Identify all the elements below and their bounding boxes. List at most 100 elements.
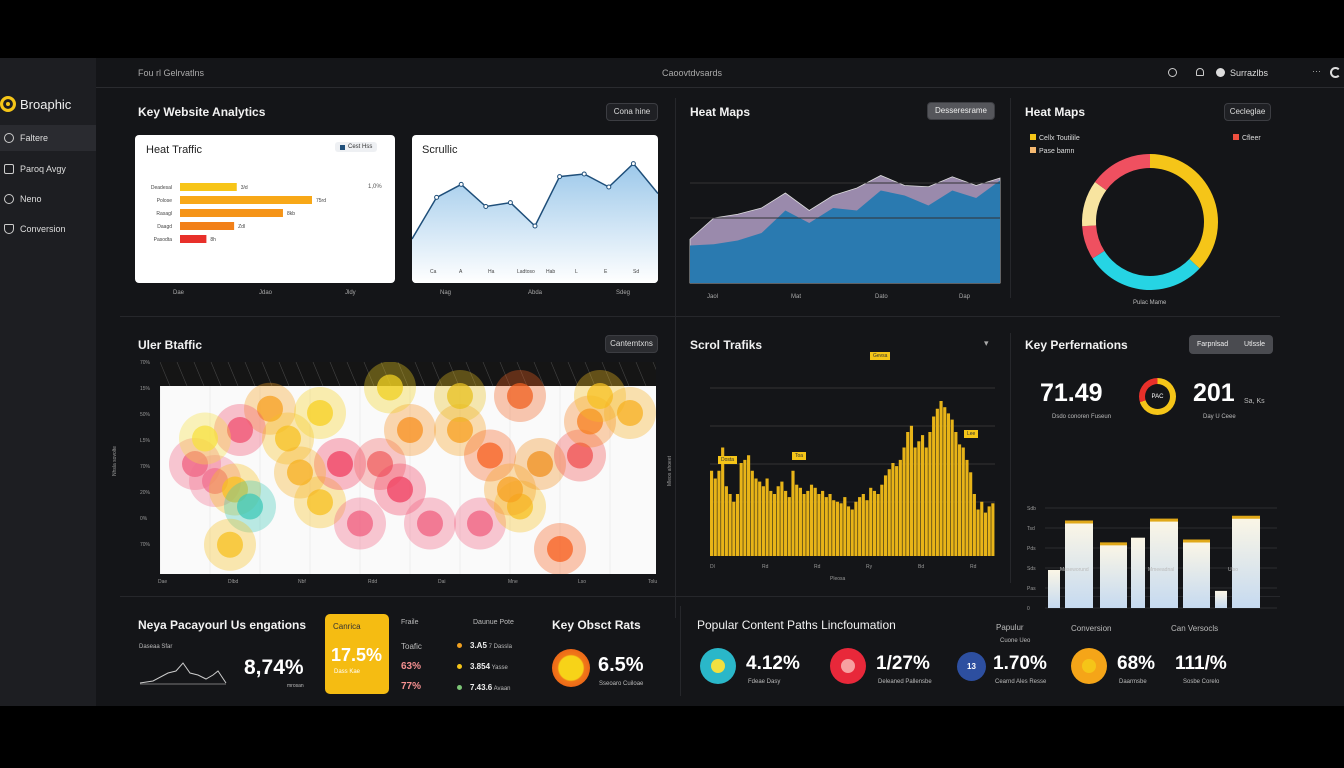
map-hatch: [312, 362, 324, 387]
more-icon[interactable]: ···: [1312, 66, 1321, 76]
breadcrumb: Fou rl Gelrvatlns: [138, 68, 205, 78]
map-hatch: [652, 362, 656, 370]
section-button[interactable]: Cona hine: [606, 103, 658, 121]
map-hatch: [278, 362, 290, 387]
column-cap: [1100, 542, 1127, 546]
metric-value: 71.49: [1040, 379, 1103, 407]
divider: [1010, 98, 1011, 298]
y-tick: 70%: [140, 464, 151, 470]
histogram-bar: [969, 472, 973, 556]
x-tick: Dae: [158, 579, 168, 585]
traffic-source-item: 3.854 Yasse: [457, 662, 508, 673]
legend[interactable]: Cest Hss: [335, 142, 378, 152]
dollar-icon: [4, 133, 14, 143]
col-header: Papulur: [996, 623, 1024, 632]
traffic-source-item: 7.43.6 Avaan: [457, 683, 511, 694]
highlight-card[interactable]: Canrica 17.5% Dass Kae: [325, 614, 389, 694]
map-header-band: [160, 362, 656, 386]
y-tick: Pas: [1027, 586, 1036, 592]
heat-blob-core: [527, 451, 553, 477]
histogram-bar: [987, 506, 991, 556]
x-tick: Jaol: [707, 294, 718, 300]
bell-icon[interactable]: [1196, 68, 1204, 76]
x-tick: Dlbd: [228, 579, 239, 585]
histogram-bar: [724, 486, 728, 556]
legend-swatch: [1030, 147, 1036, 153]
sidebar: Broaphic Faltere Paroq Avgy Neno Convers…: [0, 58, 96, 706]
histogram-bar: [743, 459, 747, 556]
donut-button[interactable]: Cecleglae: [1224, 103, 1271, 121]
x-axis-label: Sdeg: [616, 290, 631, 296]
sidebar-item-label: Faltere: [20, 133, 49, 143]
engagement-title: Neya Pacayourl Us engations: [138, 618, 307, 632]
user-name[interactable]: Surrazlbs: [1230, 68, 1269, 78]
traffic-heat-map[interactable]: [160, 362, 656, 574]
histogram-bar: [732, 501, 736, 556]
heat-blob-core: [347, 510, 373, 537]
heat-blob-core: [287, 459, 313, 486]
heat-blob-core: [377, 374, 403, 401]
key-perf-toggle[interactable]: Farpnlsad Utlssle: [1189, 335, 1273, 354]
highlight-label: Canrica: [333, 622, 361, 631]
heat-blob-core: [547, 536, 573, 562]
scrollie-chart: Ca A Ha Ladtoso Hab L E Sd: [412, 161, 658, 283]
histogram-bar: [747, 455, 751, 556]
heat-blob-core: [367, 451, 393, 477]
info-icon: [4, 194, 14, 204]
legend-swatch: [1030, 134, 1036, 140]
gauge-label: PAC: [1145, 384, 1170, 409]
toggle-option[interactable]: Farpnlsad: [1196, 341, 1229, 348]
x-tick: E: [604, 269, 608, 275]
user-icon[interactable]: [1216, 68, 1225, 77]
path-value: 1.70%: [993, 653, 1047, 674]
key-perf-title: Key Perfernations: [1025, 338, 1128, 352]
x-label: Ulso: [1228, 567, 1239, 573]
col-item: 77%: [401, 681, 422, 692]
line-area: [412, 163, 658, 283]
heat-blob-core: [587, 383, 613, 409]
heat-maps-button[interactable]: Desseresrame: [927, 102, 995, 120]
x-axis-label: Jdao: [259, 290, 273, 296]
histogram-bar: [976, 509, 980, 556]
chart-callout: Dosta: [718, 456, 738, 464]
donut-slice: [1082, 225, 1105, 259]
x-tick: Rdd: [368, 579, 378, 585]
col-header: Cuone Ueo: [1000, 638, 1031, 644]
column-cap: [1065, 520, 1093, 524]
column-bar: [1183, 541, 1210, 608]
sidebar-item-faltere[interactable]: Faltere: [0, 125, 96, 151]
y-tick: Sdb: [1027, 506, 1036, 512]
refresh-icon[interactable]: [1330, 67, 1341, 78]
map-hatch: [397, 362, 409, 387]
column-cap: [1150, 518, 1178, 522]
x-tick: Tolu: [648, 579, 658, 585]
status-dot: [457, 664, 462, 669]
histogram-bar: [932, 416, 936, 556]
histogram-bar: [913, 447, 917, 556]
content-paths-title: Popular Content Paths Lincfoumation: [697, 618, 896, 632]
histogram-bar: [813, 487, 817, 556]
x-tick: Dato: [875, 294, 888, 300]
bar: [180, 235, 207, 243]
toggle-option[interactable]: Utlssle: [1244, 341, 1266, 348]
card-title: Heat Traffic: [146, 144, 203, 156]
area-series: [690, 180, 1000, 283]
histogram-bar: [828, 494, 832, 556]
sidebar-item-neno[interactable]: Neno: [0, 186, 96, 212]
histogram-bar: [765, 478, 769, 556]
donut-caption: Pulac Mame: [1133, 300, 1167, 306]
column-bar: [1215, 590, 1227, 608]
y-tick: 70%: [140, 360, 151, 366]
sidebar-item-conversion[interactable]: Conversion: [0, 216, 96, 242]
line-point: [458, 181, 464, 187]
user-traffic-button[interactable]: Cantemtxns: [605, 335, 658, 353]
line-point: [606, 184, 612, 190]
path-icon: [830, 648, 866, 684]
sidebar-item-paroq[interactable]: Paroq Avgy: [0, 156, 96, 182]
clock-icon[interactable]: [1168, 68, 1177, 77]
map-hatch: [261, 362, 273, 387]
histogram-bar: [710, 470, 714, 556]
chevron-down-icon[interactable]: ▾: [984, 338, 989, 348]
divider: [675, 98, 676, 618]
map-hatch: [160, 362, 171, 387]
